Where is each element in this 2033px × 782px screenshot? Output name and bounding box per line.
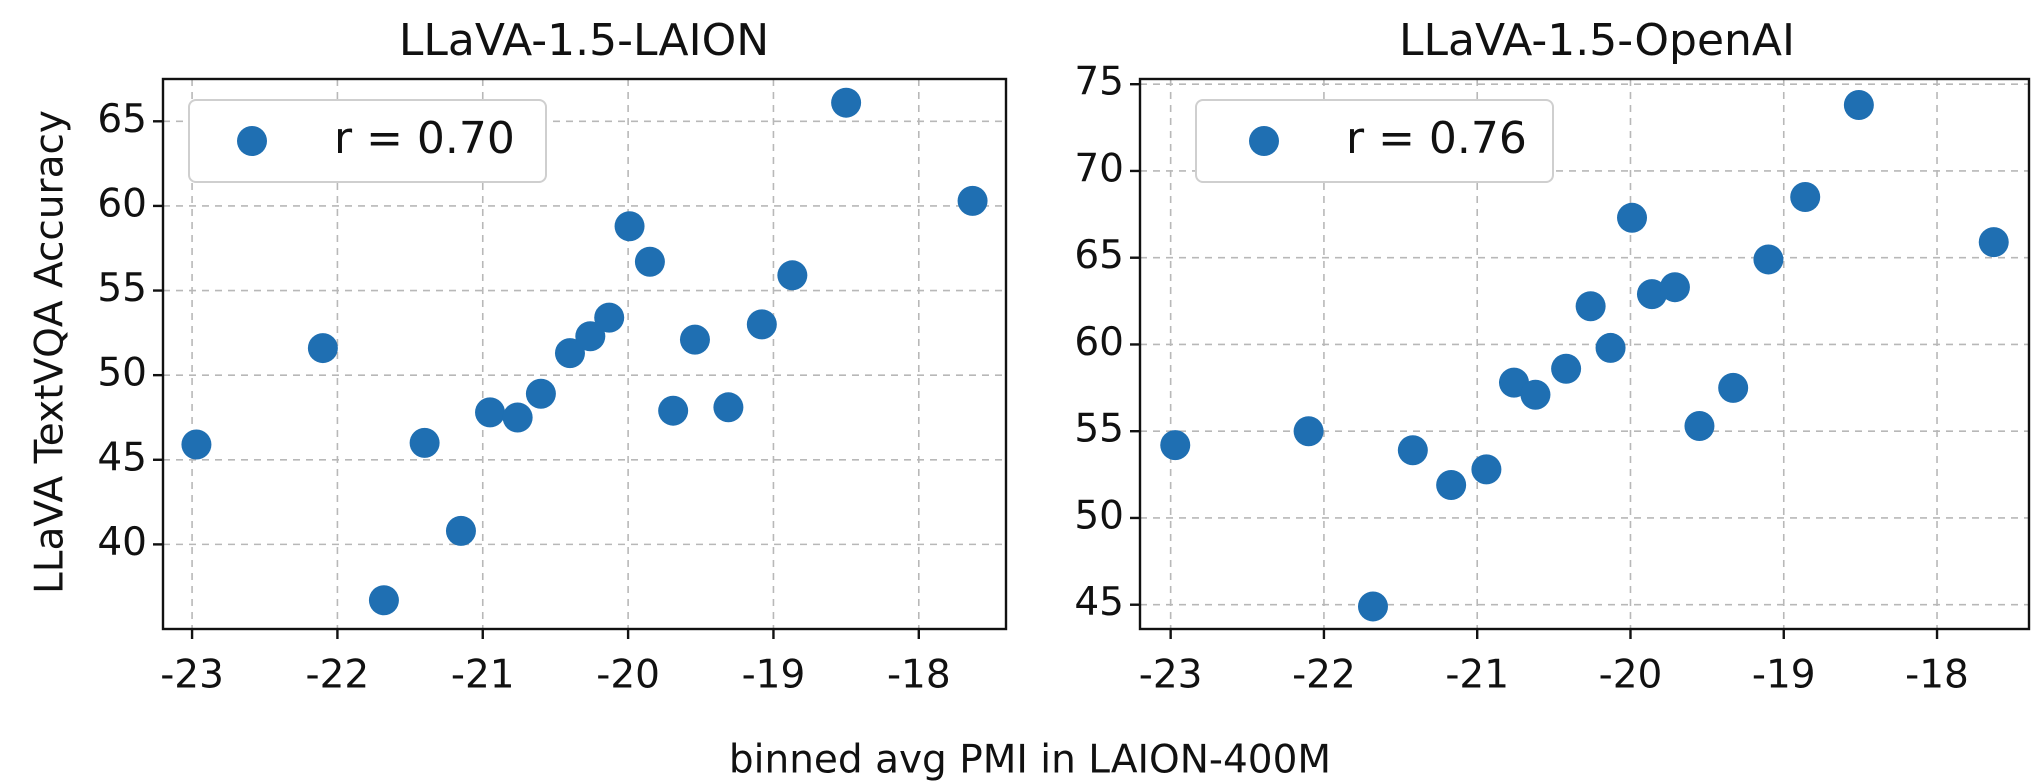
chart-right-x-tick-label: -21 — [1445, 653, 1509, 698]
chart-right-data-point — [1718, 372, 1749, 403]
chart-right-data-point — [1520, 379, 1551, 410]
chart-left-y-tick-label: 50 — [97, 351, 147, 396]
chart-left-data-point — [679, 324, 710, 355]
chart-right-x-tick-label: -19 — [1752, 653, 1816, 698]
chart-right-data-point — [1471, 454, 1502, 485]
chart-right-grid — [1140, 79, 2029, 629]
chart-right-x-tick-label: -23 — [1139, 653, 1203, 698]
chart-right-y-tick-label: 45 — [1074, 580, 1124, 625]
chart-right-data-point — [1436, 469, 1467, 500]
y-axis-label: LLaVA TextVQA Accuracy — [28, 110, 73, 594]
x-axis-label: binned avg PMI in LAION-400M — [729, 738, 1331, 782]
chart-left-x-tick-label: -23 — [160, 653, 224, 698]
chart-right-y-tick-label: 55 — [1074, 407, 1124, 452]
chart-right-x-tick-label: -18 — [1905, 653, 1969, 698]
chart-left-points — [181, 87, 988, 616]
chart-left-ticks: -23 -22 -21 -20 -19 -18 40 45 50 55 60 65 — [97, 97, 950, 698]
chart-left-frame — [161, 77, 1008, 631]
chart-left-data-point — [658, 395, 689, 426]
chart-left-data-point — [614, 211, 645, 242]
chart-right-data-point — [1293, 416, 1324, 447]
chart-left-y-tick-label: 40 — [97, 520, 147, 565]
chart-right-y-tick-label: 70 — [1074, 146, 1124, 191]
chart-left-data-point — [554, 338, 585, 369]
chart-left-y-tick-label: 45 — [97, 435, 147, 480]
chart-left-data-point — [181, 429, 212, 460]
chart-right-data-point — [1575, 291, 1606, 322]
chart-left-data-point — [957, 185, 988, 216]
chart-left-panel: LLaVA-1.5-LAION -23 -22 -21 -20 -19 -18 40 45 50… — [97, 15, 1008, 698]
chart-right-data-point — [1357, 591, 1388, 622]
chart-right-data-point — [1636, 279, 1667, 310]
chart-left-x-tick-label: -19 — [742, 653, 806, 698]
chart-left-y-tick-label: 65 — [97, 97, 147, 142]
chart-left-data-point — [525, 378, 556, 409]
chart-right-legend-marker — [1249, 126, 1279, 156]
chart-right-legend-label: r = 0.76 — [1346, 113, 1527, 164]
chart-right-data-point — [1617, 202, 1648, 233]
chart-left-y-tick-label: 55 — [97, 266, 147, 311]
chart-left-legend-label: r = 0.70 — [334, 113, 515, 164]
chart-left-data-point — [777, 260, 808, 291]
chart-right-y-tick-label: 75 — [1074, 60, 1124, 105]
chart-left-x-tick-label: -20 — [596, 653, 660, 698]
chart-left-data-point — [634, 246, 665, 277]
chart-right-x-tick-label: -20 — [1599, 653, 1663, 698]
chart-left-data-point — [409, 427, 440, 458]
chart-right-y-tick-label: 50 — [1074, 493, 1124, 538]
chart-right-points — [1160, 90, 2009, 622]
chart-right-y-tick-label: 60 — [1074, 320, 1124, 365]
chart-left-data-point — [445, 515, 476, 546]
chart-right-data-point — [1551, 353, 1582, 384]
chart-left-data-point — [575, 321, 606, 352]
chart-left-legend: r = 0.70 — [188, 99, 547, 183]
chart-right-data-point — [1753, 244, 1784, 275]
chart-left-legend-box — [188, 99, 547, 183]
chart-right-legend: r = 0.76 — [1195, 99, 1554, 183]
chart-left-data-point — [502, 402, 533, 433]
chart-right-data-point — [1595, 332, 1626, 363]
chart-left-data-point — [713, 392, 744, 423]
chart-left-data-point — [594, 302, 625, 333]
chart-right-data-point — [1659, 272, 1690, 303]
chart-left-data-point — [746, 309, 777, 340]
chart-left-x-tick-label: -21 — [451, 653, 515, 698]
chart-left-data-point — [831, 87, 862, 118]
chart-right-y-tick-label: 65 — [1074, 233, 1124, 278]
chart-right-frame — [1138, 77, 2031, 631]
chart-right-data-point — [1160, 430, 1191, 461]
chart-right-legend-box — [1195, 99, 1554, 183]
chart-right-title: LLaVA-1.5-OpenAI — [1399, 15, 1795, 66]
chart-left-legend-marker — [237, 126, 267, 156]
chart-right-x-tick-label: -22 — [1292, 653, 1356, 698]
chart-right-panel: LLaVA-1.5-OpenAI -23 -22 -21 -20 -19 -18 45 50 5… — [1074, 15, 2031, 698]
chart-left-data-point — [475, 397, 506, 428]
chart-right-data-point — [1684, 411, 1715, 442]
chart-left-data-point — [307, 333, 338, 364]
chart-right-data-point — [1397, 435, 1428, 466]
chart-left-x-tick-label: -22 — [306, 653, 370, 698]
chart-right-data-point — [1790, 181, 1821, 212]
chart-right-data-point — [1843, 90, 1874, 121]
chart-left-title: LLaVA-1.5-LAION — [399, 15, 769, 66]
chart-left-x-tick-label: -18 — [887, 653, 951, 698]
chart-right-data-point — [1978, 227, 2009, 258]
chart-right-ticks: -23 -22 -21 -20 -19 -18 45 50 55 60 65 70 75 — [1074, 60, 1969, 698]
chart-left-y-tick-label: 60 — [97, 181, 147, 226]
chart-left-data-point — [368, 585, 399, 616]
